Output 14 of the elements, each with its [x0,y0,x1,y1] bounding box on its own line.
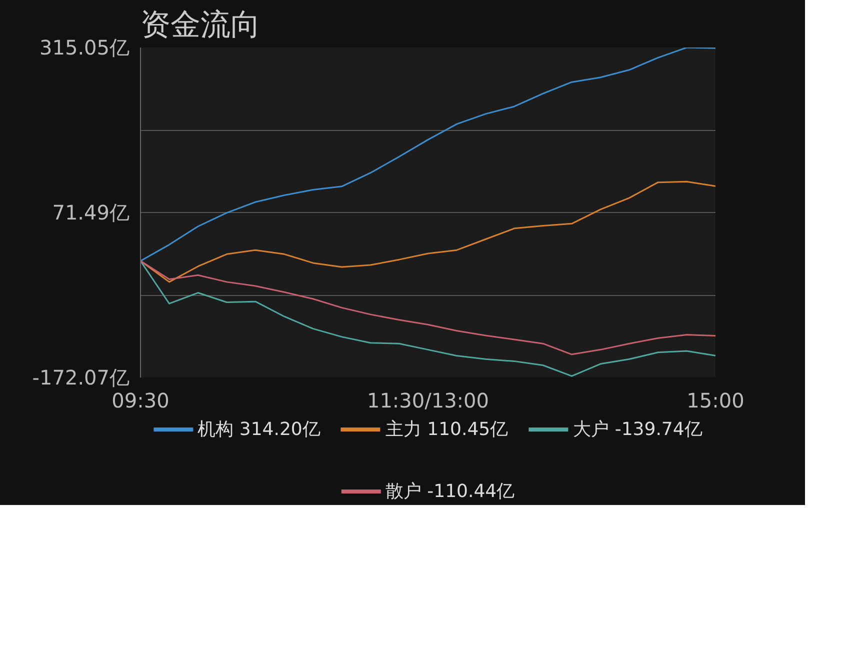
y-tick-label: -172.07亿 [32,366,130,390]
line-series [140,260,716,377]
legend-label: 大户 -139.74亿 [573,418,702,441]
x-tick-label: 11:30/13:00 [366,388,490,412]
legend-label: 散户 -110.44亿 [385,480,515,503]
y-tick-label: 71.49亿 [52,200,130,224]
chart-title: 资金流向 [140,8,260,42]
x-tick-label: 15:00 [686,388,744,412]
legend-label: 机构 314.20亿 [198,418,320,441]
x-tick-label: 09:30 [112,388,170,412]
line-series [140,48,716,262]
line-series [140,260,716,356]
legend-label: 主力 110.45亿 [385,418,508,441]
y-tick-label: 315.05亿 [40,36,130,60]
